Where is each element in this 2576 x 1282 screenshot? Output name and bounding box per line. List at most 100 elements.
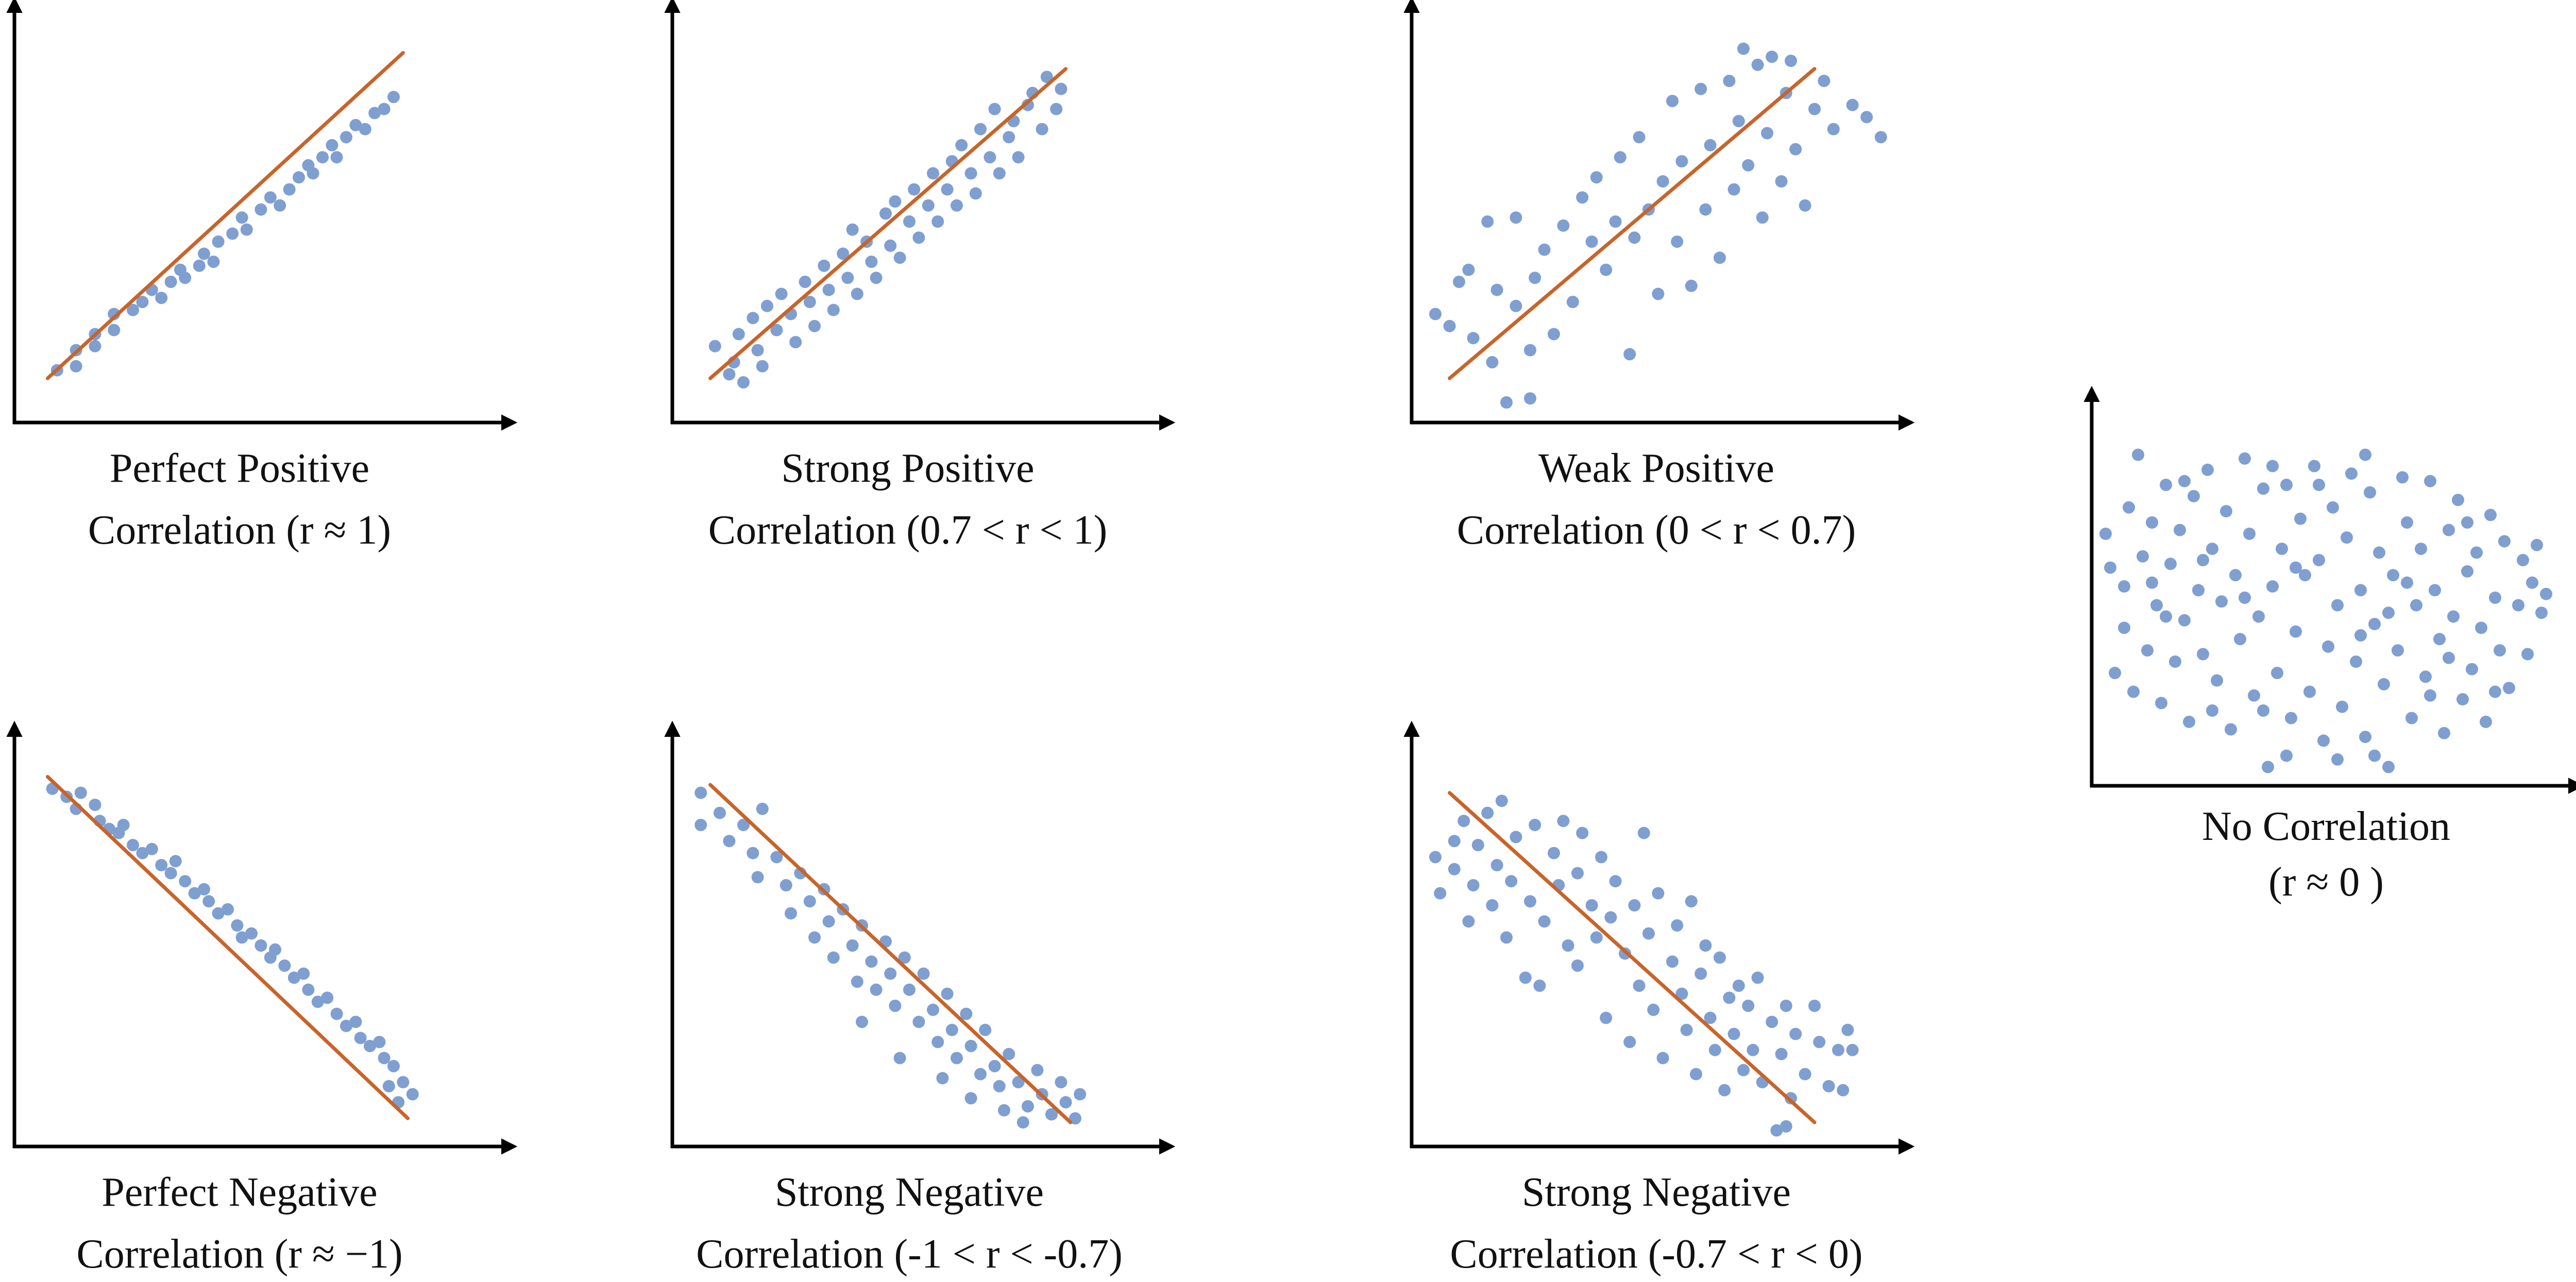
data-point [326, 139, 338, 151]
data-point [1808, 103, 1821, 115]
data-point [2535, 606, 2548, 619]
data-point [2178, 475, 2191, 487]
data-point [1453, 276, 1465, 288]
data-point [1770, 1124, 1783, 1137]
data-point [2424, 475, 2436, 487]
data-point [1780, 1120, 1792, 1133]
data-point [1633, 980, 1646, 992]
data-point [2359, 731, 2371, 744]
data-point [354, 1032, 367, 1044]
data-point [2341, 531, 2353, 544]
data-point [2257, 704, 2269, 717]
data-point [340, 131, 352, 144]
data-point [1737, 42, 1750, 55]
data-point [1789, 143, 1802, 156]
data-point [2290, 561, 2302, 574]
data-point [893, 251, 906, 264]
data-point [884, 239, 897, 252]
data-point [2345, 467, 2358, 480]
data-point [2470, 546, 2483, 559]
data-point [2396, 471, 2409, 484]
data-point [283, 183, 296, 196]
data-point [1016, 1116, 1029, 1129]
data-point [822, 915, 835, 928]
data-point [2443, 524, 2455, 536]
data-point [714, 806, 726, 819]
data-point [1756, 211, 1769, 224]
data-point [307, 167, 319, 180]
data-point [2150, 599, 2163, 612]
panel-caption-line-1: No Correlation [2202, 804, 2450, 849]
data-point [202, 895, 215, 908]
data-point [1656, 1052, 1669, 1065]
data-point [373, 1036, 386, 1049]
data-point [2401, 576, 2413, 589]
data-point [789, 336, 802, 348]
data-point [1462, 263, 1475, 276]
data-point [1462, 915, 1475, 928]
data-point [1737, 1064, 1750, 1076]
data-point [2461, 516, 2473, 529]
data-point [1036, 123, 1048, 136]
data-point [2354, 629, 2367, 642]
panel-weak-positive: Weak Positive Correlation (0 < r < 0.7) [1403, 0, 1915, 553]
data-point [2327, 501, 2339, 514]
data-point [964, 1092, 977, 1105]
data-point [1732, 115, 1745, 127]
data-point [1585, 235, 1598, 248]
data-point [2336, 700, 2348, 713]
data-point [1671, 235, 1684, 248]
data-point [1467, 332, 1480, 345]
trend-line [45, 774, 410, 1120]
data-point [1675, 987, 1688, 1000]
data-point [2197, 554, 2209, 566]
data-point [1742, 1000, 1755, 1012]
data-point [884, 967, 897, 980]
data-point [951, 199, 963, 212]
data-point [1576, 826, 1589, 839]
data-point [108, 324, 121, 336]
data-point [1604, 911, 1617, 924]
data-point [2220, 505, 2232, 518]
data-point [2378, 678, 2390, 690]
data-point [2419, 670, 2432, 683]
data-point [723, 368, 736, 381]
data-point [1557, 219, 1570, 232]
data-point [349, 1016, 362, 1028]
data-point [136, 847, 149, 859]
data-point [1789, 1027, 1802, 1040]
data-point [2183, 715, 2195, 728]
data-point [694, 819, 707, 831]
data-point [808, 931, 821, 944]
data-point [136, 296, 149, 308]
data-point [770, 324, 783, 336]
data-point [2313, 479, 2325, 491]
data-point [2132, 448, 2144, 461]
data-point [951, 1052, 963, 1065]
data-point [1704, 139, 1717, 151]
data-point [198, 883, 210, 896]
data-point [2123, 501, 2135, 514]
data-point [212, 907, 225, 920]
data-point [2201, 463, 2214, 476]
data-point [898, 951, 911, 964]
data-point [779, 879, 792, 891]
data-point [2099, 527, 2112, 540]
data-point [803, 296, 816, 308]
data-point [2484, 509, 2497, 521]
data-point [1524, 344, 1536, 357]
data-point [2405, 712, 2418, 724]
data-point [1827, 123, 1840, 136]
data-point [2438, 727, 2450, 739]
data-point [2215, 595, 2228, 608]
data-point [1666, 955, 1679, 968]
data-point [1818, 75, 1831, 87]
data-point [1671, 919, 1684, 932]
data-point [756, 802, 769, 815]
data-point [903, 983, 916, 996]
data-point [751, 871, 764, 884]
data-point [964, 167, 977, 180]
data-point [311, 996, 324, 1008]
data-point [988, 103, 1001, 115]
